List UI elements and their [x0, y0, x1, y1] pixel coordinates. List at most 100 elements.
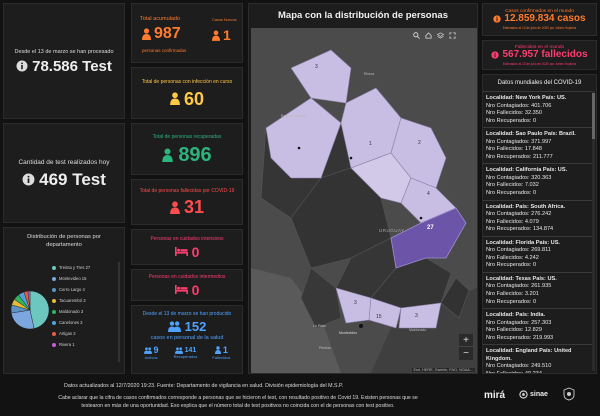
map-label-barra: Barra do Quaraí	[281, 114, 307, 118]
legend-label: Maldonado 3	[59, 309, 84, 314]
health-active-value: 9	[153, 344, 159, 355]
sinae-logo: sinae	[519, 390, 548, 399]
map-toolbar	[413, 32, 456, 39]
sinae-icon	[519, 390, 528, 399]
map-panel: Mapa con la distribución de personas	[248, 3, 478, 374]
region-line: Localidad: País: South Africa.	[486, 203, 566, 210]
health-row: 152	[132, 320, 242, 333]
world-region-item: Localidad: País: South Africa. Nro Contag…	[483, 199, 593, 236]
total-sub: personas confirmadas	[142, 48, 187, 53]
health-rec-label: Recuperados	[173, 353, 198, 359]
legend-dot	[52, 287, 56, 292]
zoom-in-button[interactable]: +	[459, 334, 473, 347]
people-icon	[167, 321, 181, 332]
map-label-rivera: Rivera	[364, 72, 375, 76]
info-icon	[16, 60, 28, 72]
legend-item: Treinta y Tres 27	[52, 262, 122, 273]
map-label-uruguay: URUGUAY	[379, 228, 405, 233]
icu-value: 0	[191, 243, 200, 260]
legend-item: Artigas 2	[52, 328, 122, 339]
region-line: Nro Recuperados: 134.874	[486, 226, 554, 233]
tests-today-label: Cantidad de test realizados hoy	[18, 158, 110, 166]
bed-icon	[174, 285, 188, 294]
world-confirmed-sub: Estimados al 13 de julio de 2020 por Joh…	[502, 26, 577, 30]
intermediate-row: 0	[174, 281, 200, 298]
map-area[interactable]: 3 1 1 4 2 27 3 3 15 URUGUAY Barra do Qua…	[251, 28, 477, 373]
health-breakdown: 9 Activos 141 Recuperados 1 Fallecidos	[132, 344, 242, 360]
person-icon	[212, 30, 220, 41]
world-list-scrollbar[interactable]	[592, 91, 595, 371]
region-line: Nro Fallecidos: 7.032	[486, 182, 539, 189]
recovered-row: 896	[162, 143, 212, 166]
region-line: Nro Fallecidos: 12.829	[486, 327, 542, 334]
tests-since-label: Desde el 13 de marzo se han procesado	[14, 48, 114, 55]
active-panel: Total de personas con infección en curso…	[131, 67, 243, 119]
zoom-out-button[interactable]: −	[463, 348, 469, 359]
map-label-3c: 3	[415, 313, 418, 319]
map-label-27: 27	[427, 225, 434, 231]
world-deaths-row: 567.957 fallecidos	[491, 49, 588, 60]
pie-slice[interactable]	[11, 309, 35, 330]
legend-item: Maldonado 3	[52, 306, 122, 317]
region-line: Nro Contagiados: 371.997	[486, 138, 552, 145]
icu-row: 0	[174, 243, 200, 260]
intermediate-value: 0	[191, 281, 200, 298]
world-list-scroll-thumb[interactable]	[592, 93, 595, 139]
tests-today-panel: Cantidad de test realizados hoy 469 Test	[3, 123, 125, 223]
health-panel: Desde el 13 de marzo se han producido 15…	[131, 305, 243, 374]
footer-updated: Datos actualizados al 12/7/2020 19:23. F…	[64, 383, 344, 389]
fullscreen-icon[interactable]	[449, 32, 456, 39]
world-confirmed-panel: Casos confirmados en el mundo 12.859.834…	[482, 3, 597, 36]
distribution-legend: Treinta y Tres 27 Montevideo 15 Cerro Larg…	[52, 262, 122, 350]
layers-icon[interactable]	[437, 32, 444, 39]
map-label-1a: 1	[303, 180, 306, 186]
legend-item: Tacuarembó 3	[52, 295, 122, 306]
legend-label: Artigas 2	[59, 331, 76, 336]
active-value: 60	[183, 88, 205, 109]
health-active: 9 Activos	[143, 344, 159, 360]
legend-label: Tacuarembó 3	[59, 298, 86, 303]
tests-total-row: 78.586 Test	[16, 59, 112, 74]
world-region-list[interactable]: Localidad: New York País: US. Nro Contagi…	[483, 91, 593, 373]
legend-label: Canelones 3	[59, 320, 83, 325]
health-value: 152	[184, 319, 207, 334]
deaths-label: Total de personas fallecidas por COVID-1…	[139, 188, 235, 194]
legend-item: Rivera 1	[52, 339, 122, 350]
uruguay-map[interactable]	[251, 28, 477, 373]
legend-label: Montevideo 15	[59, 276, 87, 281]
map-title: Mapa con la distribución de personas	[278, 10, 448, 21]
legend-label: Rivera 1	[59, 342, 75, 347]
person-icon	[162, 147, 174, 162]
world-region-item: Localidad: England País: United Kingdom.…	[483, 344, 593, 373]
icu-panel: Personas en cuidados intensivos 0	[131, 229, 243, 265]
region-line: Nro Fallecidos: 32.350	[486, 110, 542, 117]
total-panel: Total acumulado 987 personas confirmadas…	[131, 3, 243, 63]
world-confirmed-row: 12.859.834 casos	[493, 14, 586, 24]
region-line: Nro Contagiados: 261.935	[486, 283, 552, 290]
map-label-piedras: Piedras	[319, 346, 331, 350]
region-line: Nro Contagiados: 276.242	[486, 211, 552, 218]
pie-slice[interactable]	[29, 290, 50, 329]
legend-scrollbar[interactable]	[118, 262, 120, 362]
region-line: Nro Recuperados: 0	[486, 117, 537, 124]
pie-slice[interactable]	[27, 290, 31, 311]
legend-dot	[52, 320, 56, 325]
legend-item: Canelones 3	[52, 317, 122, 328]
region-line: Localidad: País: India.	[486, 312, 546, 319]
search-icon[interactable]	[413, 32, 420, 39]
info-icon	[22, 173, 35, 186]
recovered-value: 896	[178, 143, 212, 166]
region-line: Localidad: New York País: US.	[486, 95, 567, 101]
intermediate-label: Personas en cuidados intermedios	[148, 273, 226, 280]
legend-item: Montevideo 15	[52, 273, 122, 284]
region-line: Localidad: California País: US.	[486, 167, 568, 174]
legend-dot	[52, 298, 56, 303]
pie-chart	[10, 290, 50, 330]
region-line: Nro Contagiados: 401.706	[486, 102, 552, 109]
legend-dot	[52, 309, 56, 314]
health-top-label: Desde el 13 de marzo se han producido	[142, 311, 232, 317]
info-icon	[491, 50, 500, 59]
home-icon[interactable]	[425, 32, 432, 39]
footer-note-2: testearon en más de una oportunidad. Eso…	[81, 403, 395, 409]
region-line: Nro Fallecidos: 3.201	[486, 291, 539, 298]
